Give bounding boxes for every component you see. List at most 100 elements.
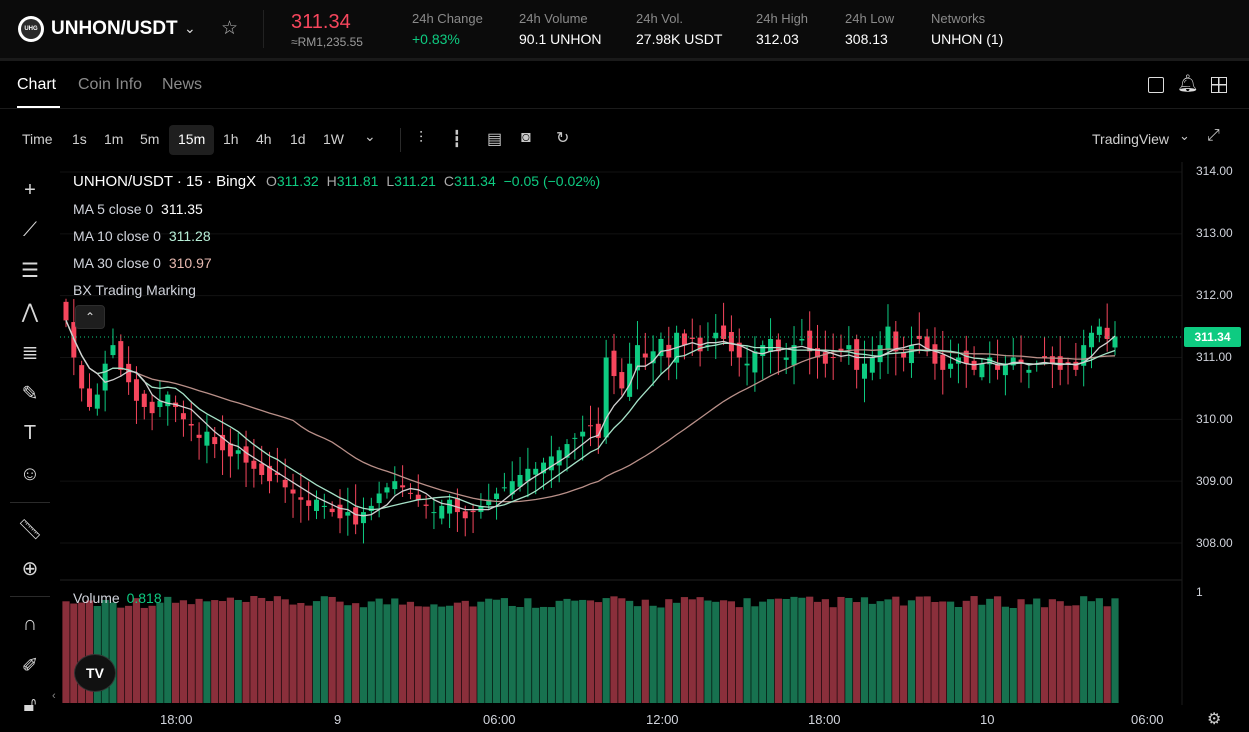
pair-name[interactable]: UNHON/USDT (51, 18, 178, 39)
ruler-icon[interactable]: 📏︎ (17, 518, 43, 541)
text-tool-icon[interactable]: T (23, 421, 37, 444)
collapse-legend-button[interactable]: ⌃ (75, 305, 105, 329)
volume-bar (665, 599, 673, 703)
crosshair-icon[interactable]: + (24, 178, 36, 201)
candle (1089, 332, 1095, 348)
tab-chart[interactable]: Chart (17, 76, 57, 93)
candle (1002, 363, 1008, 376)
template-icon[interactable]: ▤ (487, 131, 503, 148)
refresh-icon[interactable]: ↻ (556, 130, 570, 147)
trend-line-icon[interactable]: ⟋ (23, 218, 37, 241)
volume-bar (939, 601, 947, 703)
volume-bars (62, 596, 1119, 703)
candle (885, 326, 891, 351)
stat-value-networks[interactable]: UNHON (1) (931, 31, 1004, 47)
star-icon[interactable]: ☆ (221, 18, 239, 39)
fib-icon[interactable]: ≣ (21, 341, 39, 364)
candle (235, 450, 241, 454)
volume-bar (892, 596, 900, 703)
grid-layout-icon[interactable] (1211, 77, 1227, 93)
candle (627, 363, 633, 397)
stat-value-vol-usdt: 27.98K USDT (636, 31, 723, 47)
volume-bar (179, 600, 188, 703)
volume-bar (719, 600, 728, 703)
volume-bar (328, 596, 336, 703)
timeframe-1m[interactable]: 1m (104, 131, 124, 147)
candle (1042, 356, 1048, 358)
volume-bar (923, 596, 931, 703)
timeframe-1h[interactable]: 1h (223, 131, 239, 147)
collapse-toolbar-icon[interactable]: ‹ (52, 690, 56, 702)
volume-bar (727, 601, 736, 703)
candle (1104, 327, 1110, 339)
volume-bar (344, 605, 352, 703)
candle (94, 394, 100, 409)
tradingview-logo[interactable]: TV (74, 654, 116, 692)
brush-icon[interactable]: ✎ (21, 382, 39, 405)
candle (768, 338, 774, 352)
candle (149, 401, 155, 414)
volume-value: 0.818 (126, 590, 162, 606)
volume-bar (1009, 607, 1017, 703)
volume-bar (986, 598, 994, 703)
volume-bar (70, 603, 78, 703)
candle-type-icon[interactable]: ┇ (452, 131, 462, 148)
volume-bar (1025, 604, 1033, 703)
settings-icon[interactable]: ⚙ (1207, 711, 1222, 728)
timeframe-1d[interactable]: 1d (290, 131, 306, 147)
candle (392, 481, 398, 490)
provider-chevron-icon[interactable]: ⌄ (1179, 128, 1190, 143)
tab-coin-info[interactable]: Coin Info (78, 76, 143, 93)
volume-bar (641, 599, 649, 703)
bell-icon[interactable]: 🔔︎ (1177, 74, 1199, 93)
volume-bar (774, 598, 782, 703)
candle (588, 425, 593, 427)
timeframe-15m[interactable]: 15m (178, 131, 206, 147)
horizontal-lines-icon[interactable]: ☰ (21, 259, 39, 282)
lock-icon[interactable]: 🔓︎ (23, 693, 37, 716)
volume-bar (915, 596, 923, 703)
candle (869, 357, 875, 373)
timeframe-1s[interactable]: 1s (72, 131, 87, 147)
volume-bar (1033, 598, 1041, 703)
timeframe-more-chevron-icon[interactable]: ⌄ (364, 128, 376, 144)
tab-news[interactable]: News (162, 76, 203, 93)
camera-icon[interactable]: ◙ (521, 129, 531, 146)
zoom-in-icon[interactable]: ⊕ (21, 557, 39, 580)
volume-bar (445, 605, 454, 703)
volume-bar (853, 602, 861, 703)
timeframe-4h[interactable]: 4h (256, 131, 272, 147)
candle (1065, 362, 1071, 364)
ma30-label: MA 30 close 0 (73, 255, 161, 271)
pattern-icon[interactable]: ⋀ (21, 300, 39, 323)
grid (60, 171, 1182, 544)
ma5-label: MA 5 close 0 (73, 201, 154, 217)
emoji-icon[interactable]: ☺ (19, 462, 41, 485)
volume-bar (586, 600, 595, 703)
lock-drawing-icon[interactable]: ✐ (21, 654, 39, 677)
y-tick: 313.00 (1196, 226, 1233, 240)
volume-bar (164, 596, 172, 703)
volume-bar (563, 598, 571, 703)
volume-bar (673, 602, 681, 703)
fullscreen-icon[interactable]: ⤢ (1207, 127, 1220, 144)
volume-bar (860, 597, 869, 703)
chevron-down-icon[interactable]: ⌄ (184, 20, 196, 36)
timeframe-5m[interactable]: 5m (140, 131, 160, 147)
volume-bar (171, 602, 180, 703)
timeframe-1w[interactable]: 1W (323, 131, 344, 147)
volume-bar (281, 599, 289, 703)
candle (979, 363, 985, 378)
book-icon[interactable] (1148, 77, 1164, 93)
candle (1112, 336, 1118, 348)
volume-bar (375, 598, 383, 703)
chart-provider-select[interactable]: TradingView (1092, 131, 1170, 147)
indicators-icon[interactable]: ⫶ (419, 130, 424, 147)
candle (1010, 357, 1016, 366)
volume-bar (798, 597, 806, 703)
candle (736, 342, 742, 358)
candle (893, 331, 899, 352)
magnet-icon[interactable]: ∩ (22, 612, 38, 635)
timeframe-time[interactable]: Time (22, 131, 53, 147)
